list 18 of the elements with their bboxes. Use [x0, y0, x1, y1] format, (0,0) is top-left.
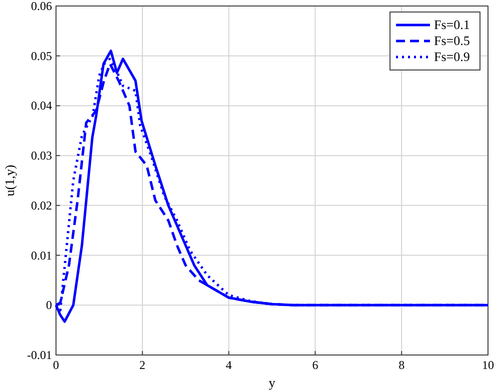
y-tick-label: 0.06: [31, 0, 52, 13]
legend-label: Fs=0.9: [434, 49, 470, 64]
legend-label: Fs=0.5: [434, 33, 470, 48]
x-tick-label: 8: [398, 358, 405, 372]
y-tick-label: -0.01: [27, 348, 52, 362]
x-tick-label: 2: [139, 358, 146, 372]
y-tick-label: 0.02: [31, 198, 52, 212]
y-tick-label: 0.03: [31, 148, 52, 163]
y-axis-title: u(1,y): [2, 164, 17, 196]
y-tick-label: 0: [46, 298, 52, 312]
x-tick-label: 4: [226, 358, 232, 372]
y-tick-label: 0.04: [31, 98, 52, 113]
y-tick-label: 0.05: [31, 48, 52, 63]
x-axis-title: y: [268, 375, 276, 390]
x-tick-label: 6: [312, 358, 318, 372]
y-tick-label: 0.01: [31, 248, 52, 262]
x-tick-label: 10: [482, 358, 494, 372]
legend-label: Fs=0.1: [434, 17, 470, 32]
